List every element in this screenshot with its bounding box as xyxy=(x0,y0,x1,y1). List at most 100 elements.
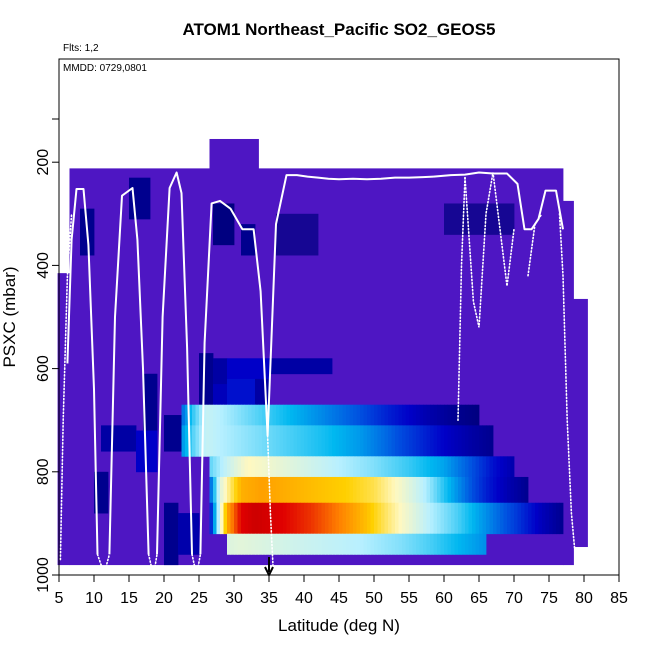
plume-cell-4-55 xyxy=(402,502,406,535)
plume-cell-4-75 xyxy=(472,502,476,535)
plume-cell-2-75 xyxy=(472,456,476,478)
x-tick-label-20: 20 xyxy=(155,590,173,607)
plume-cell-0-53 xyxy=(367,404,371,426)
plume-cell-1-85 xyxy=(479,425,483,457)
plume-cell-3-12 xyxy=(251,476,256,504)
plume-cell-3-20 xyxy=(279,476,284,504)
plume-cell-1-61 xyxy=(395,425,399,457)
plume-cell-0-4 xyxy=(195,404,200,426)
plume-cell-2-30 xyxy=(314,456,319,478)
plume-cell-4-19 xyxy=(276,502,280,535)
plume-cell-3-39 xyxy=(346,476,350,504)
plume-cell-2-25 xyxy=(297,456,301,478)
plume-cell-3-59 xyxy=(416,476,420,504)
field-cell-4 xyxy=(276,213,319,256)
plume-cell-3-76 xyxy=(475,476,480,504)
plume-cell-4-24 xyxy=(293,502,298,535)
plume-cell-5-73 xyxy=(482,533,487,555)
plume-cell-2-5 xyxy=(227,456,231,478)
plume-cell-1-17 xyxy=(241,425,245,457)
plume-cell-4-61 xyxy=(423,502,427,535)
plume-cell-5-21 xyxy=(300,533,305,555)
plume-cell-5-34 xyxy=(346,533,350,555)
plume-cell-4-77 xyxy=(479,502,483,535)
plume-cell-1-10 xyxy=(216,425,221,457)
plume-cell-1-49 xyxy=(353,425,357,457)
plume-cell-4-0 xyxy=(209,502,214,535)
track-dots-6 xyxy=(464,172,515,328)
plume-cell-0-39 xyxy=(318,404,322,426)
plume-cell-0-61 xyxy=(395,404,399,426)
plume-cell-0-36 xyxy=(307,404,312,426)
plume-cell-2-46 xyxy=(370,456,375,478)
plume-cell-4-56 xyxy=(405,502,410,535)
plume-cell-0-28 xyxy=(279,404,284,426)
plume-cell-3-42 xyxy=(356,476,361,504)
plume-cell-4-58 xyxy=(412,502,417,535)
plume-cell-0-58 xyxy=(384,404,389,426)
plume-cell-0-62 xyxy=(398,404,403,426)
plume-cell-0-77 xyxy=(451,404,455,426)
plume-cell-4-1 xyxy=(213,502,217,535)
plume-cell-5-43 xyxy=(377,533,382,555)
track-dots-4 xyxy=(266,434,274,571)
plume-cell-4-37 xyxy=(339,502,343,535)
plume-cell-1-68 xyxy=(419,425,424,457)
plume-cell-0-55 xyxy=(374,404,378,426)
plume-cell-1-50 xyxy=(356,425,361,457)
plume-cell-2-51 xyxy=(388,456,392,478)
plume-cell-1-87 xyxy=(486,425,490,457)
field-cell-1 xyxy=(129,177,151,220)
plume-cell-4-5 xyxy=(227,502,231,535)
plume-cell-1-14 xyxy=(230,425,235,457)
plume-cell-1-3 xyxy=(192,425,196,457)
plume-cell-0-71 xyxy=(430,404,434,426)
chart-title: ATOM1 Northeast_Pacific SO2_GEOS5 xyxy=(182,20,495,39)
plume-cell-4-36 xyxy=(335,502,340,535)
plume-cell-3-62 xyxy=(426,476,431,504)
field-cell-13 xyxy=(227,358,270,380)
plume-cell-5-70 xyxy=(472,533,476,555)
plume-cell-4-59 xyxy=(416,502,420,535)
plume-cell-2-2 xyxy=(216,456,221,478)
dates-label: MMDD: 0729,0801 xyxy=(63,63,147,74)
plume-cell-5-38 xyxy=(360,533,364,555)
plume-cell-5-63 xyxy=(447,533,452,555)
y-tick-label-200: 200 xyxy=(35,149,52,176)
plume-cell-3-8 xyxy=(237,476,242,504)
plume-cell-0-11 xyxy=(220,404,224,426)
plume-cell-0-78 xyxy=(454,404,459,426)
plume-cell-2-52 xyxy=(391,456,396,478)
plume-cell-1-55 xyxy=(374,425,378,457)
plume-cell-4-64 xyxy=(433,502,438,535)
plume-cell-0-21 xyxy=(255,404,259,426)
flight-track-layer xyxy=(59,171,577,572)
y-axis: 200 400 600 800 1000 xyxy=(35,59,60,593)
plume-cell-1-13 xyxy=(227,425,231,457)
plume-cell-0-70 xyxy=(426,404,431,426)
plume-cell-2-63 xyxy=(430,456,434,478)
plume-cell-3-27 xyxy=(304,476,308,504)
field-cell-6 xyxy=(143,373,158,431)
plume-cell-1-9 xyxy=(213,425,217,457)
plume-cell-2-17 xyxy=(269,456,273,478)
plume-cell-4-69 xyxy=(451,502,455,535)
plume-cell-2-69 xyxy=(451,456,455,478)
plume-cell-0-32 xyxy=(293,404,298,426)
plume-cell-3-45 xyxy=(367,476,371,504)
plume-cell-5-33 xyxy=(342,533,347,555)
plume-cell-4-20 xyxy=(279,502,284,535)
plume-cell-3-80 xyxy=(489,476,494,504)
plume-cell-3-68 xyxy=(447,476,452,504)
plume-cell-3-46 xyxy=(370,476,375,504)
plume-cell-1-16 xyxy=(237,425,242,457)
plume-cell-1-42 xyxy=(328,425,333,457)
plume-cell-0-54 xyxy=(370,404,375,426)
plume-cell-2-78 xyxy=(482,456,487,478)
plume-cell-5-60 xyxy=(437,533,441,555)
plume-cell-3-41 xyxy=(353,476,357,504)
plume-cell-2-59 xyxy=(416,456,420,478)
field-cell-15 xyxy=(213,384,228,406)
plume-cell-4-85 xyxy=(507,502,511,535)
plume-cell-4-65 xyxy=(437,502,441,535)
